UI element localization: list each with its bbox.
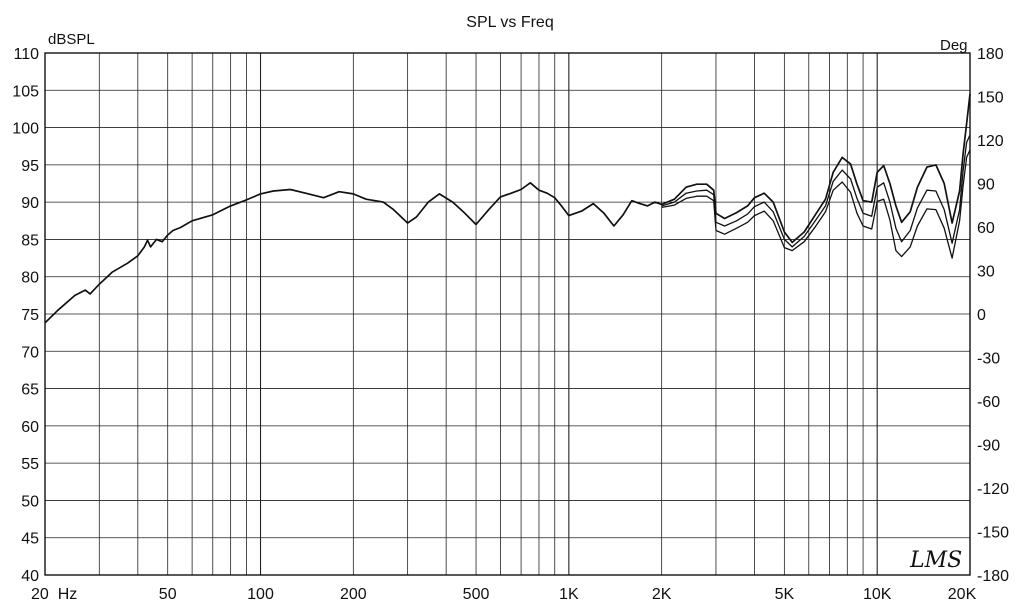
y2-tick-label: 0 [977, 307, 986, 324]
grid-lines [45, 53, 970, 575]
y-tick-label: 50 [21, 493, 39, 510]
y2-tick-label: 180 [977, 46, 1004, 63]
x-tick-label: 2K [652, 586, 672, 603]
y-axis-label: dBSPL [48, 31, 95, 48]
y-tick-label: 85 [21, 232, 39, 249]
series-line-3 [661, 149, 971, 259]
x-tick-label: 1K [559, 586, 579, 603]
y-tick-label: 110 [13, 46, 39, 63]
tick-labels: 110 105 100 95 90 85 80 75 70 65 60 55 50 45 40 180 150 1… [12, 46, 1009, 603]
y2-tick-label: 150 [977, 90, 1004, 107]
y2-tick-label: 30 [977, 264, 995, 281]
x-tick-label: 200 [340, 586, 367, 603]
series-group [44, 93, 971, 324]
y2-tick-label: -60 [977, 394, 1000, 411]
y-tick-label: 55 [21, 456, 39, 473]
x-tick-label: 500 [463, 586, 490, 603]
x-tick-label: 20K [948, 586, 977, 603]
series-line-2 [661, 134, 971, 248]
y2-tick-label: -90 [977, 438, 1000, 455]
y-tick-label: 95 [21, 158, 39, 175]
y-tick-label: 60 [21, 419, 39, 436]
y2-tick-label: -150 [977, 525, 1009, 542]
y-tick-label: 80 [21, 270, 39, 287]
y2-tick-label: 120 [977, 133, 1004, 150]
y2-tick-label: -30 [977, 351, 1000, 368]
chart-title: SPL vs Freq [466, 14, 553, 31]
x-tick-label: 20 Hz [31, 586, 77, 603]
y-tick-label: 90 [21, 195, 39, 212]
series-line-1 [44, 93, 971, 324]
y2-tick-label: 90 [977, 177, 995, 194]
y2-tick-label: 60 [977, 220, 995, 237]
y-tick-label: 75 [21, 307, 39, 324]
y-tick-label: 45 [21, 531, 39, 548]
y-tick-label: 70 [21, 344, 39, 361]
lms-watermark: LMS [909, 548, 962, 573]
plot-frame [44, 52, 971, 576]
x-tick-label: 50 [159, 586, 177, 603]
x-tick-label: 10K [863, 586, 892, 603]
y-tick-label: 100 [12, 121, 39, 138]
y-tick-label: 65 [21, 382, 39, 399]
x-tick-label: 5K [775, 586, 795, 603]
y-tick-label: 105 [12, 83, 39, 100]
y2-axis-label: Deg [940, 37, 968, 54]
y-tick-label: 40 [21, 568, 39, 585]
y2-tick-label: -180 [977, 568, 1009, 585]
x-tick-label: 100 [247, 586, 274, 603]
y2-tick-label: -120 [977, 481, 1009, 498]
